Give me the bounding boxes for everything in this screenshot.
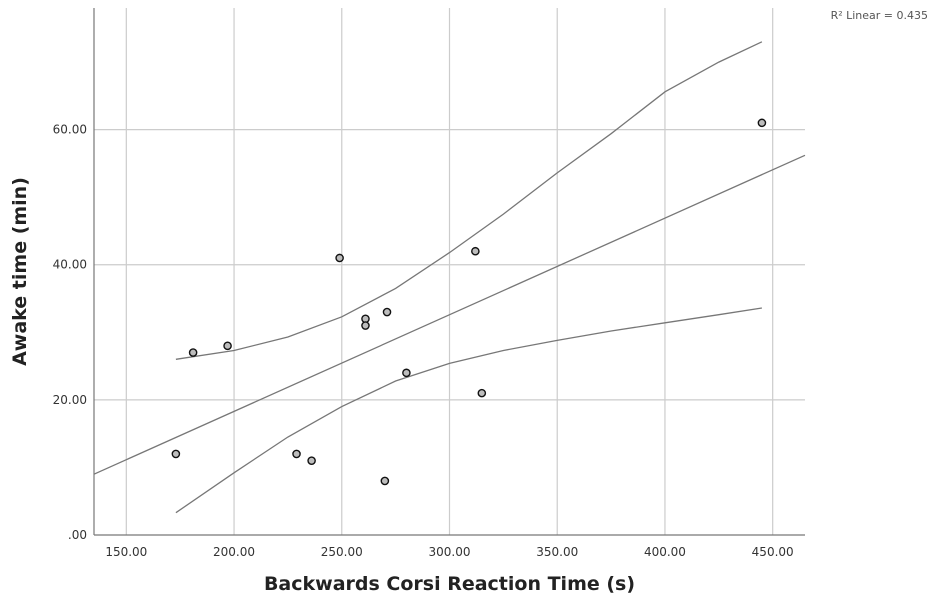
- data-point: [402, 368, 411, 378]
- y-tick-label: .00: [68, 528, 87, 542]
- x-tick-label: 150.00: [105, 545, 147, 559]
- x-tick-label: 450.00: [752, 545, 794, 559]
- y-tick-label: 20.00: [53, 393, 87, 407]
- y-tick-label: 60.00: [53, 123, 87, 137]
- data-point: [382, 307, 392, 317]
- r-squared-annotation: R² Linear = 0.435: [831, 9, 928, 22]
- tick-labels: 150.00 200.00 250.00 300.00 350.00 400.00 450.…: [53, 123, 794, 559]
- data-point: [292, 449, 301, 459]
- fit-line: [93, 154, 806, 475]
- data-point: [307, 456, 316, 465]
- y-axis-title: Awake time (min): [9, 177, 31, 366]
- data-point: [223, 341, 232, 351]
- data-point: [188, 348, 198, 357]
- data-point: [335, 253, 344, 263]
- data-point: [477, 388, 487, 398]
- data-point: [471, 246, 480, 256]
- data-point: [171, 449, 181, 459]
- x-tick-label: 350.00: [536, 545, 578, 559]
- x-tick-label: 250.00: [321, 545, 363, 559]
- regression-curves: [93, 41, 806, 514]
- x-tick-label: 200.00: [213, 545, 255, 559]
- axes: [93, 8, 805, 536]
- data-point: [380, 476, 390, 486]
- y-tick-label: 40.00: [53, 258, 87, 272]
- x-tick-label: 400.00: [644, 545, 686, 559]
- x-tick-label: 300.00: [429, 545, 471, 559]
- data-point: [361, 321, 370, 330]
- x-axis-title: Backwards Corsi Reaction Time (s): [264, 573, 635, 595]
- upper-confidence-band: [175, 41, 763, 360]
- data-points: [171, 118, 767, 486]
- lower-confidence-band: [175, 307, 762, 514]
- data-point: [757, 118, 767, 128]
- grid-lines: [94, 8, 805, 535]
